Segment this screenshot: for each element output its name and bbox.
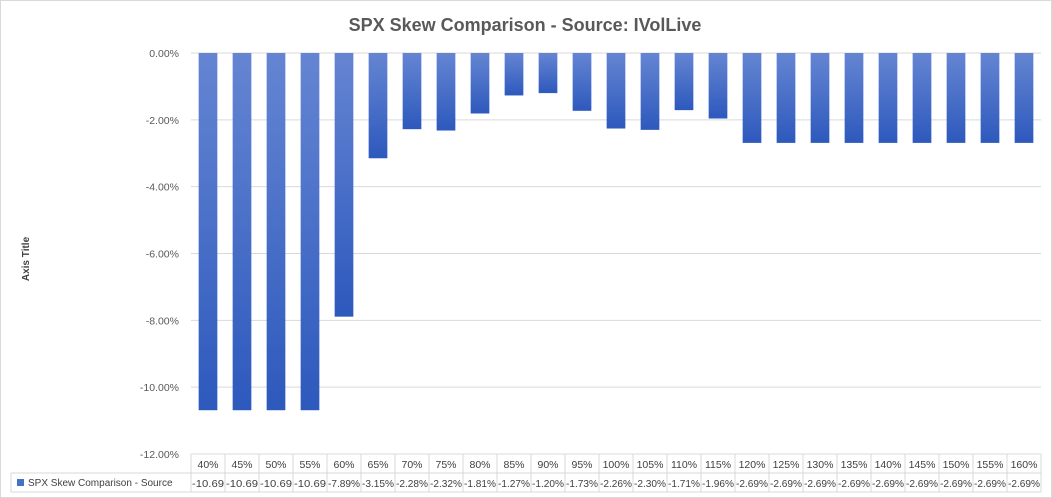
bar [810, 53, 830, 143]
y-tick-label: -10.00% [140, 382, 179, 394]
data-label: -1.71% [668, 478, 700, 490]
x-category-label: 160% [1011, 459, 1038, 471]
data-label: -1.73% [566, 478, 598, 490]
y-tick-label: -4.00% [146, 182, 179, 194]
data-label: -2.30% [634, 478, 666, 490]
data-label: -2.32% [430, 478, 462, 490]
data-label: -1.27% [498, 478, 530, 490]
x-category-label: 105% [637, 459, 664, 471]
y-tick-label: 0.00% [149, 48, 179, 60]
x-category-label: 80% [469, 459, 490, 471]
x-category-label: 75% [435, 459, 456, 471]
data-label: -1.20% [532, 478, 564, 490]
data-label: -10.69 [260, 478, 292, 490]
data-label: -2.69% [940, 478, 972, 490]
data-label: -2.26% [600, 478, 632, 490]
x-category-label: 100% [603, 459, 630, 471]
data-label: -2.69% [974, 478, 1006, 490]
data-label: -2.69% [770, 478, 802, 490]
x-category-label: 155% [977, 459, 1004, 471]
bar [266, 53, 286, 411]
bar [912, 53, 932, 143]
bar [334, 53, 354, 317]
x-category-label: 130% [807, 459, 834, 471]
x-category-label: 85% [503, 459, 524, 471]
x-category-label: 55% [299, 459, 320, 471]
x-category-label: 150% [943, 459, 970, 471]
data-label: -10.69 [192, 478, 224, 490]
x-category-label: 40% [197, 459, 218, 471]
data-label: -2.69% [804, 478, 836, 490]
bar [878, 53, 898, 143]
data-label: -3.15% [362, 478, 394, 490]
data-label: -7.89% [328, 478, 360, 490]
x-category-label: 110% [671, 459, 697, 471]
bar [708, 53, 728, 119]
chart-title: SPX Skew Comparison - Source: IVolLive [349, 15, 702, 35]
bar [368, 53, 388, 159]
bar [980, 53, 1000, 143]
bar [742, 53, 762, 143]
bar [946, 53, 966, 143]
x-category-label: 95% [571, 459, 592, 471]
bar [674, 53, 694, 111]
x-category-label: 50% [265, 459, 286, 471]
bar [300, 53, 320, 411]
data-label: -2.69% [1008, 478, 1040, 490]
x-category-label: 90% [537, 459, 558, 471]
bar-series [198, 53, 1034, 411]
data-label: -2.28% [396, 478, 428, 490]
x-category-label: 135% [841, 459, 868, 471]
x-category-label: 65% [367, 459, 388, 471]
bar [1014, 53, 1034, 143]
data-label: -2.69% [906, 478, 938, 490]
bar [232, 53, 252, 411]
data-label: -10.69 [294, 478, 326, 490]
bar [402, 53, 422, 130]
data-label: -2.69% [872, 478, 904, 490]
x-category-label: 125% [773, 459, 800, 471]
data-label: -2.69% [736, 478, 768, 490]
bar [198, 53, 218, 411]
bar [640, 53, 660, 130]
x-category-label: 140% [875, 459, 902, 471]
bar [776, 53, 796, 143]
y-tick-label: -6.00% [146, 249, 179, 261]
x-category-label: 115% [705, 459, 731, 471]
x-category-label: 45% [231, 459, 252, 471]
y-tick-label: -12.00% [140, 449, 179, 461]
x-category-label: 145% [909, 459, 936, 471]
data-label: -1.96% [702, 478, 734, 490]
bar [844, 53, 864, 143]
bar [504, 53, 524, 96]
x-category-label: 120% [739, 459, 766, 471]
y-axis-title: Axis Title [21, 236, 32, 281]
x-category-label: 60% [333, 459, 354, 471]
data-label: -1.81% [464, 478, 496, 490]
y-tick-label: -8.00% [146, 315, 179, 327]
bar [538, 53, 558, 94]
data-label: -10.69 [226, 478, 258, 490]
y-tick-label: -2.00% [146, 115, 179, 127]
data-table: SPX Skew Comparison - Source 40% -10.69 45%… [10, 453, 1042, 493]
y-axis-ticks: 0.00% -2.00% -4.00% -6.00% -8.00% -10.00% -12.… [140, 48, 179, 461]
bar [606, 53, 626, 129]
bar [572, 53, 592, 111]
x-category-label: 70% [401, 459, 422, 471]
data-label: -2.69% [838, 478, 870, 490]
bar [436, 53, 456, 131]
legend-label: SPX Skew Comparison - Source [28, 478, 173, 489]
bar [470, 53, 490, 114]
legend-swatch [17, 479, 24, 486]
gridlines [191, 52, 1041, 388]
